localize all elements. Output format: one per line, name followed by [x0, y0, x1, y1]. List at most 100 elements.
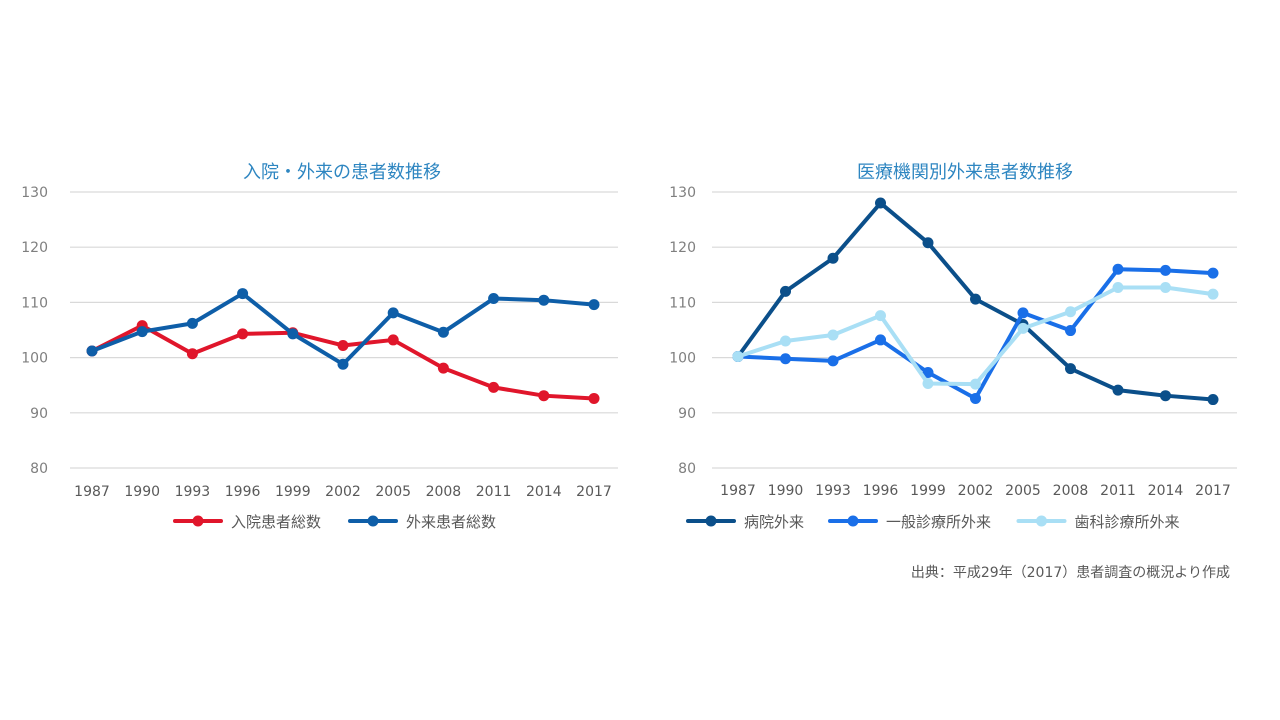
data-point	[732, 350, 744, 362]
data-point	[780, 335, 791, 347]
y-tick-label: 80	[678, 461, 696, 477]
x-tick-label: 2008	[1053, 483, 1089, 499]
data-point	[827, 355, 839, 367]
data-point	[538, 390, 550, 402]
x-tick-label: 2005	[1005, 483, 1041, 499]
data-point	[970, 392, 981, 404]
x-tick-label: 2014	[1148, 483, 1184, 499]
legend-marker	[1036, 515, 1047, 527]
x-tick-label: 1996	[863, 483, 899, 499]
x-tick-label: 1999	[910, 483, 946, 499]
legend-marker	[192, 515, 204, 527]
data-point	[780, 285, 791, 297]
data-point	[1207, 267, 1219, 279]
legend-marker	[847, 515, 859, 527]
x-tick-label: 2017	[1195, 483, 1231, 499]
chart-title: 医療機関別外来患者数推移	[857, 162, 1073, 183]
data-point	[875, 334, 886, 346]
data-point	[1065, 363, 1076, 375]
data-point	[387, 334, 399, 346]
legend-label: 病院外来	[744, 513, 804, 531]
legend-marker	[705, 515, 717, 527]
data-point	[1207, 288, 1219, 300]
data-point	[970, 293, 981, 305]
chart-outpatient-by-facility: 医療機関別外来患者数推移 80 90 100 110 120 130 1987 1990 1993…	[669, 162, 1237, 531]
x-tick-label: 1990	[124, 484, 160, 500]
data-point	[1112, 281, 1124, 293]
x-tick-label: 2008	[426, 484, 462, 500]
x-tick-label: 1996	[225, 484, 261, 500]
data-point	[1160, 264, 1171, 276]
legend-label: 外来患者総数	[406, 513, 496, 531]
data-point	[86, 345, 98, 357]
x-tick-label: 1993	[175, 484, 211, 500]
y-tick-label: 90	[30, 406, 48, 422]
x-tick-label: 2011	[1100, 483, 1136, 499]
data-point	[588, 392, 600, 404]
data-point	[337, 358, 349, 370]
data-point	[488, 381, 500, 393]
data-point	[136, 326, 148, 338]
y-tick-label: 110	[669, 295, 696, 311]
y-tick-label: 130	[21, 185, 48, 201]
x-tick-label: 1987	[74, 484, 110, 500]
data-point	[827, 252, 839, 264]
legend-marker	[367, 515, 379, 527]
data-point	[1160, 390, 1171, 402]
data-point	[875, 197, 886, 209]
data-point	[1207, 394, 1219, 406]
data-point	[186, 348, 198, 360]
data-point	[1112, 263, 1124, 275]
x-tick-label: 2002	[958, 483, 994, 499]
x-tick-label: 2002	[325, 484, 361, 500]
data-point	[970, 378, 981, 390]
data-point	[437, 362, 449, 374]
data-point	[875, 310, 886, 322]
legend-label: 入院患者総数	[231, 513, 321, 531]
data-point	[922, 237, 934, 249]
data-point	[538, 294, 550, 306]
data-point	[922, 367, 934, 379]
data-point	[1112, 384, 1124, 396]
data-point	[186, 317, 198, 329]
legend-label: 歯科診療所外来	[1075, 513, 1180, 531]
y-tick-label: 130	[669, 185, 696, 201]
data-point	[1160, 281, 1171, 293]
data-point	[237, 288, 249, 300]
data-point	[1017, 322, 1029, 334]
x-tick-label: 2011	[476, 484, 512, 500]
data-point	[1065, 325, 1076, 337]
x-tick-label: 1993	[815, 483, 851, 499]
x-tick-label: 1999	[275, 484, 311, 500]
chart-title: 入院・外来の患者数推移	[243, 162, 441, 183]
data-point	[1065, 306, 1076, 318]
y-tick-label: 100	[21, 351, 48, 367]
data-point	[387, 307, 399, 319]
y-tick-label: 90	[678, 406, 696, 422]
x-tick-label: 1987	[720, 483, 756, 499]
y-tick-label: 80	[30, 461, 48, 477]
data-point	[488, 293, 500, 305]
x-tick-label: 2005	[375, 484, 411, 500]
y-tick-label: 120	[21, 240, 48, 256]
data-point	[922, 378, 934, 390]
data-point	[237, 328, 249, 340]
x-tick-label: 2017	[576, 484, 612, 500]
x-tick-label: 2014	[526, 484, 562, 500]
x-tick-label: 1990	[768, 483, 804, 499]
data-point	[1017, 307, 1029, 319]
data-point	[827, 329, 839, 341]
data-point	[437, 326, 449, 338]
series-line	[90, 291, 596, 367]
legend-label: 一般診療所外来	[886, 513, 991, 531]
y-tick-label: 110	[21, 295, 48, 311]
data-point	[287, 328, 299, 340]
data-point	[337, 339, 349, 351]
y-tick-label: 100	[669, 351, 696, 367]
data-point	[588, 299, 600, 311]
source-note: 出典：平成29年（2017）患者調査の概況より作成	[910, 565, 1230, 581]
data-point	[780, 353, 791, 365]
y-tick-label: 120	[669, 240, 696, 256]
chart-patient-trend: 入院・外来の患者数推移 80 90 100 110 120 130 1987 1990 1993 1…	[21, 162, 618, 531]
